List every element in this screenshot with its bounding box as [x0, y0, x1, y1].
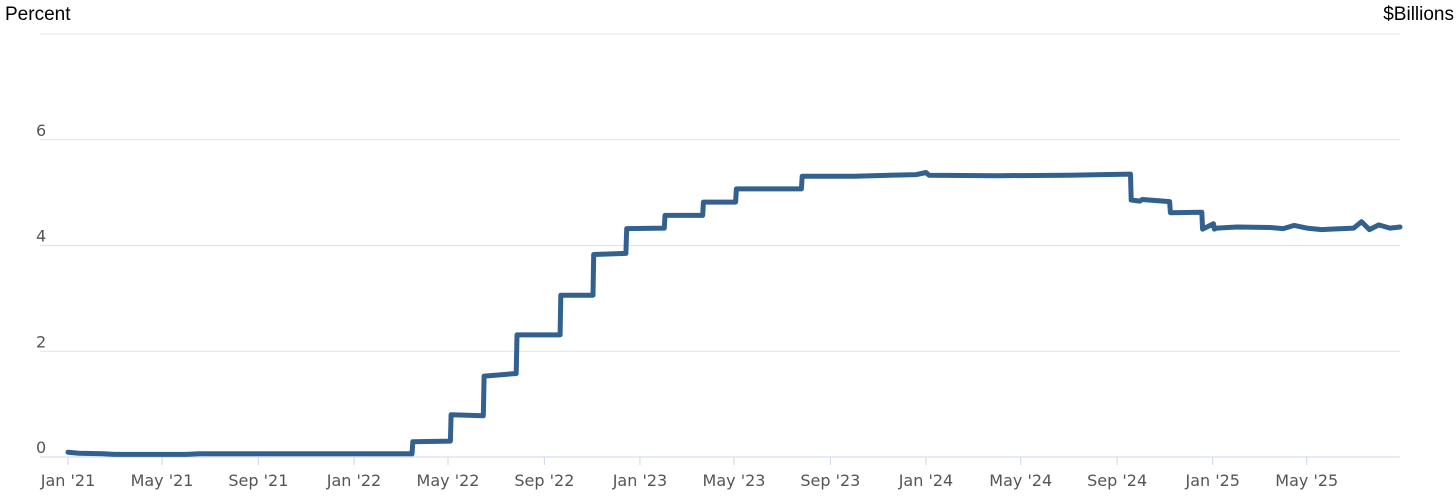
gridlines — [40, 33, 1400, 352]
x-tick-label: Jan '21 — [40, 471, 96, 490]
x-tick-label: Jan '22 — [326, 471, 382, 490]
y-tick-label: 6 — [36, 121, 46, 140]
y-tick-label: 2 — [36, 332, 46, 351]
series-line — [65, 170, 1403, 457]
x-tick-label: May '24 — [989, 471, 1052, 490]
x-tick-label: May '22 — [417, 471, 480, 490]
x-tick-label: Sep '23 — [800, 471, 860, 490]
x-tick-label: Jan '23 — [612, 471, 668, 490]
x-tick-label: May '21 — [131, 471, 194, 490]
y-axis-title-left: Percent — [5, 4, 71, 25]
y-axis-ticks: 0 2 4 6 — [36, 121, 46, 457]
x-tick-label: May '25 — [1275, 471, 1338, 490]
x-tick-label: Sep '22 — [514, 471, 574, 490]
y-tick-label: 0 — [36, 438, 46, 457]
y-tick-label: 4 — [36, 227, 46, 246]
x-axis-ticks: Jan '21 May '21 Sep '21 Jan '22 May '22 Sep '… — [40, 457, 1338, 490]
x-tick-label: Sep '21 — [228, 471, 288, 490]
x-tick-label: May '23 — [703, 471, 766, 490]
x-tick-label: Jan '25 — [1184, 471, 1240, 490]
x-tick-label: Jan '24 — [898, 471, 954, 490]
y-axis-title-right: $Billions — [1383, 4, 1454, 25]
x-tick-label: Sep '24 — [1087, 471, 1147, 490]
